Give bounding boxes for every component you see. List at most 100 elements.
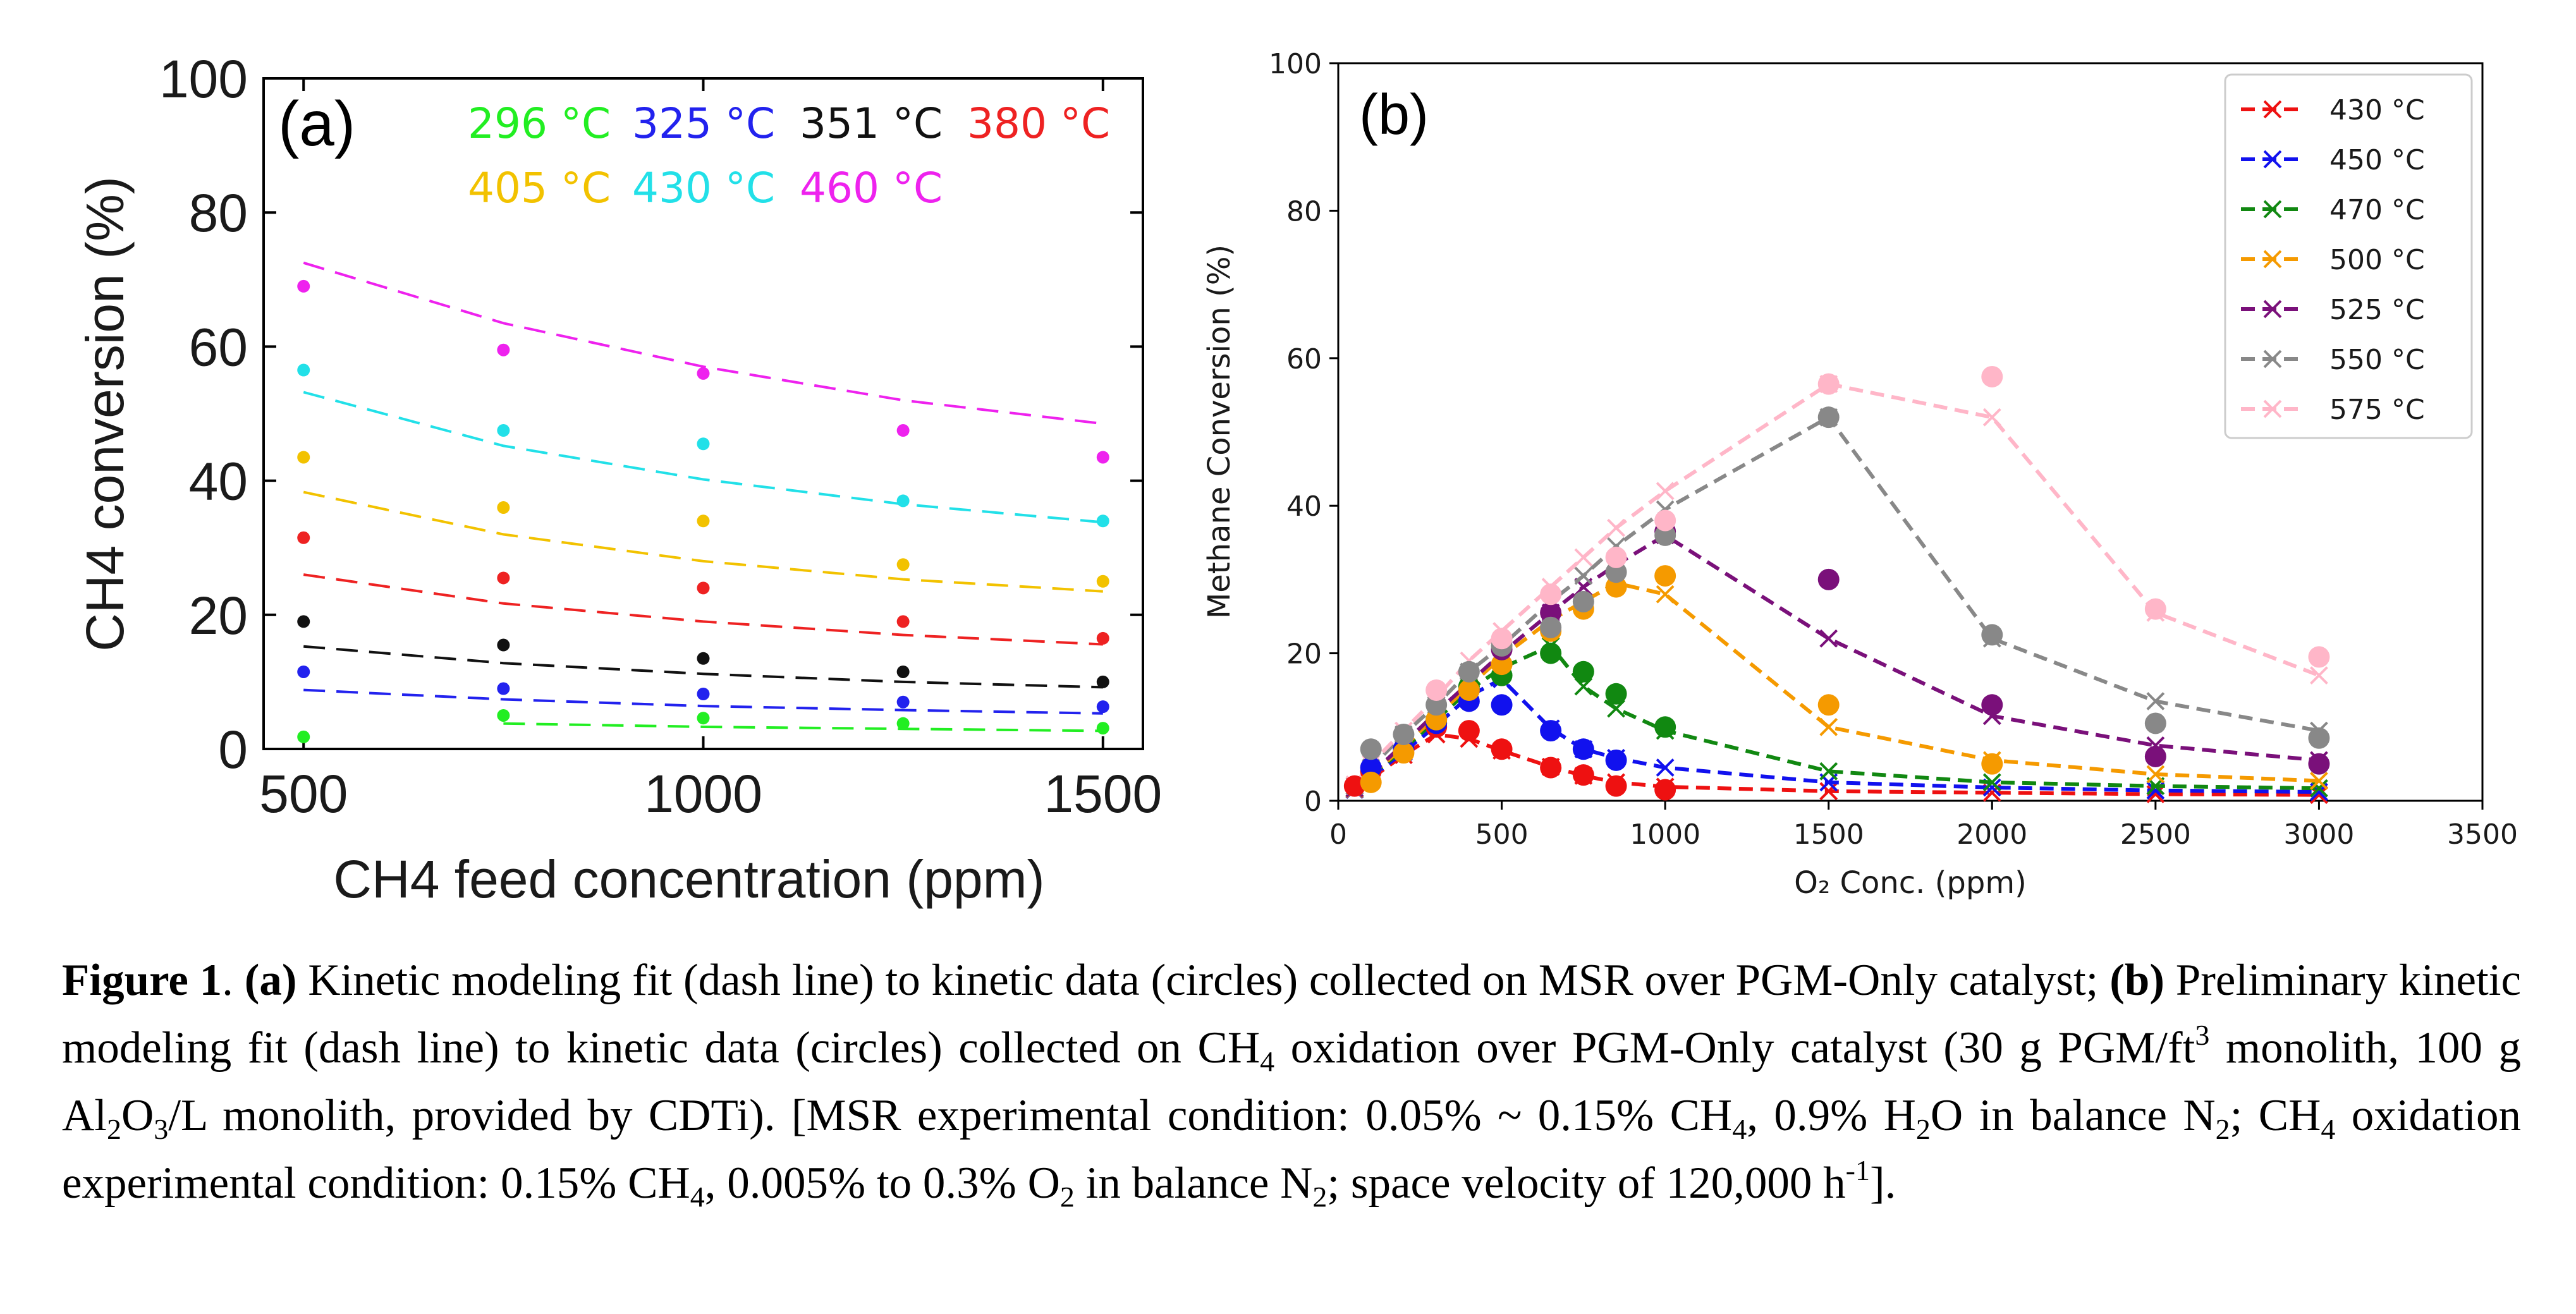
x-tick-label: 2000 <box>1956 818 2027 851</box>
data-point <box>1425 694 1448 716</box>
caption-text: /L monolith, provided by CDTi). [MSR exp… <box>168 1091 1350 1140</box>
legend-entry: 296 °C <box>468 99 611 148</box>
panel-a: (a) 500 1000 1500 0 20 40 60 80 100 296 °C 325 °C… <box>75 49 1162 909</box>
caption-text: , 0.005% to 0.3% <box>704 1159 1016 1208</box>
caption-subscript: 2 <box>107 1113 121 1145</box>
y-tick-label: 60 <box>189 317 248 377</box>
x-tick-label: 1500 <box>1793 818 1864 851</box>
x-tick-label: 500 <box>259 764 348 824</box>
data-point <box>1458 679 1480 701</box>
data-point <box>896 665 910 678</box>
fit-marker <box>2310 772 2328 790</box>
data-point <box>1540 583 1562 605</box>
panel-b-legend: 430 °C 450 °C 470 °C 500 °C 525 °C 550 °C 575 … <box>2224 73 2473 439</box>
legend-entry: 430 °C <box>632 164 775 212</box>
y-tick-label: 0 <box>218 720 248 779</box>
caption-text: oxidation over PGM-Only <box>1274 1023 1774 1073</box>
y-tick-label: 80 <box>1286 195 1322 228</box>
data-point <box>297 615 310 628</box>
legend-entry: 351 °C <box>800 99 943 148</box>
legend-entry: 525 °C <box>2329 294 2425 326</box>
fit-line-430c <box>303 391 1103 524</box>
data-point <box>1393 723 1415 745</box>
fit-marker <box>2263 100 2282 119</box>
data-point <box>896 615 910 628</box>
fit-marker <box>1819 717 1838 736</box>
data-point <box>1491 628 1513 650</box>
data-point <box>697 367 710 380</box>
data-point <box>2308 646 2330 668</box>
legend-entry: 460 °C <box>800 164 943 212</box>
data-point <box>896 494 910 508</box>
x-tick-label: 1000 <box>644 764 762 824</box>
fit-line-575c <box>1353 382 2320 786</box>
data-point <box>297 730 310 743</box>
data-point <box>497 571 510 585</box>
legend-entry: 500 °C <box>2329 244 2425 276</box>
fit-line-550c <box>1353 415 2319 788</box>
caption-text: 0.05% ~ 0.15% CH <box>1365 1091 1733 1140</box>
panel-b: (b) 0 500 1000 1500 2000 2500 3000 3500 0 20 40 60 8… <box>1202 48 2518 901</box>
y-tick-label: 0 <box>1304 786 1322 818</box>
data-point <box>1654 565 1676 587</box>
data-point <box>1425 679 1448 701</box>
fit-line-460c <box>303 261 1104 425</box>
fit-marker <box>1574 677 1593 696</box>
data-point <box>497 343 510 356</box>
legend-entry: 380 °C <box>967 99 1110 148</box>
caption-subscript: 4 <box>690 1181 705 1213</box>
legend-entry: 470 °C <box>2329 194 2425 226</box>
caption-subscript: 2 <box>1312 1181 1328 1213</box>
data-point <box>297 363 310 377</box>
data-point <box>1540 720 1562 742</box>
caption-subscript: 3 <box>154 1113 169 1145</box>
y-tick-label: 100 <box>159 49 248 109</box>
data-point <box>1817 568 1840 590</box>
data-point <box>1605 561 1627 583</box>
data-point <box>1981 753 2003 775</box>
x-tick-label: 3000 <box>2283 818 2354 851</box>
fit-marker <box>1607 518 1625 537</box>
y-tick-label: 60 <box>1286 343 1322 375</box>
fit-marker <box>2146 765 2165 784</box>
legend-entry: 450 °C <box>2329 144 2425 176</box>
panel-b-data-points <box>1343 365 2330 801</box>
y-tick-label: 20 <box>189 586 248 645</box>
data-point <box>497 501 510 514</box>
data-point <box>1096 575 1109 588</box>
figure-caption: Figure 1. (a) Kinetic modeling fit (dash… <box>62 956 2522 1213</box>
fit-marker <box>2310 779 2328 798</box>
panel-a-ticks: 500 1000 1500 0 20 40 60 80 100 <box>159 49 1162 824</box>
legend-entry: 430 °C <box>2329 94 2425 126</box>
panel-b-ticks: 0 500 1000 1500 2000 2500 3000 3500 0 20 40 60 80 100 <box>1269 48 2518 851</box>
data-point <box>2144 745 2166 767</box>
caption-subscript: 4 <box>1260 1045 1275 1078</box>
fit-line-296c <box>503 722 1103 733</box>
caption-text: ]. <box>1869 1159 1896 1208</box>
caption-text: Preliminary kinetic modeling fit (dash l… <box>62 956 2522 1073</box>
data-point <box>1817 406 1840 429</box>
panel-b-fit-lines <box>1345 375 2328 805</box>
caption-subscript: 2 <box>1915 1113 1931 1145</box>
panel-b-label: (b) <box>1359 83 1429 147</box>
panel-a-y-axis-label: CH4 conversion (%) <box>75 176 135 652</box>
fit-marker <box>1819 629 1838 648</box>
data-point <box>1491 694 1513 716</box>
data-point <box>1360 771 1382 793</box>
y-tick-label: 80 <box>189 183 248 243</box>
data-point <box>297 279 310 293</box>
caption-text: in balance N <box>1074 1159 1313 1208</box>
data-point <box>2144 712 2166 734</box>
fit-line-405c <box>303 490 1103 593</box>
fit-marker <box>2263 150 2282 169</box>
data-point <box>2308 753 2330 775</box>
caption-figure-label: Figure 1 <box>62 956 223 1005</box>
caption-subscript: 2 <box>2215 1113 2230 1145</box>
fit-marker <box>1656 482 1675 501</box>
caption-text: O <box>1027 1159 1060 1208</box>
data-point <box>1096 514 1109 528</box>
fit-marker <box>2263 200 2282 219</box>
data-point <box>1540 616 1562 638</box>
caption-superscript: 3 <box>2195 1019 2210 1051</box>
data-point <box>1393 742 1415 764</box>
